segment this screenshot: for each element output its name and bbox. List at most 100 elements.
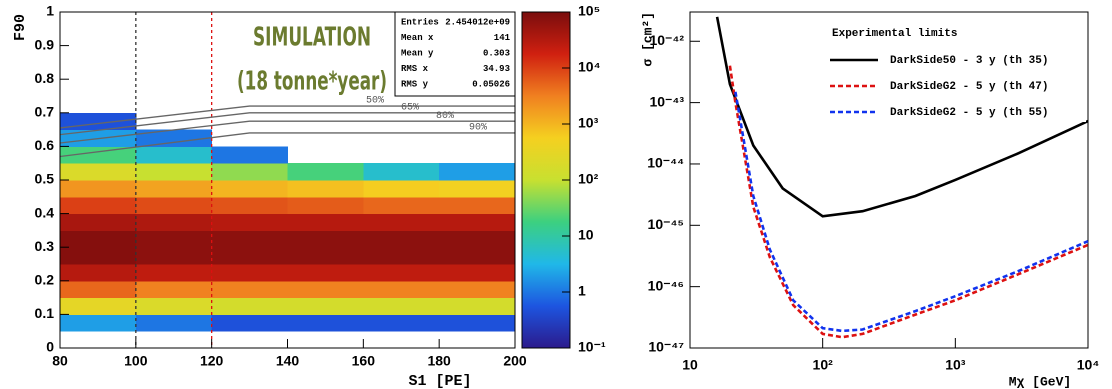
efficiency-label: 90% xyxy=(469,123,487,134)
heat-cell xyxy=(135,280,213,299)
limit-curve xyxy=(734,91,1089,333)
heat-cell xyxy=(363,213,440,231)
heat-cell xyxy=(439,213,516,231)
stats-key: RMS x xyxy=(401,64,429,74)
heat-cell xyxy=(363,163,440,181)
heat-cell xyxy=(60,213,137,231)
y-tick-label: 0.1 xyxy=(35,305,55,321)
heat-cell xyxy=(363,247,440,265)
colorbar-tick-label: 10⁵ xyxy=(578,3,600,19)
heat-cell xyxy=(363,264,440,282)
annotation: (18 tonne*year) xyxy=(237,67,387,97)
legend-label: DarkSideG2 - 5 y (th 47) xyxy=(890,81,1048,93)
heat-cell xyxy=(135,314,213,332)
heat-cell xyxy=(135,297,213,315)
heat-cell xyxy=(287,180,364,198)
y-tick-label: 1 xyxy=(46,3,54,19)
efficiency-label: 50% xyxy=(366,96,384,107)
y-tick-label: 0.6 xyxy=(35,137,55,153)
x-tick-label: 10² xyxy=(813,357,834,373)
heat-cell xyxy=(287,163,364,181)
heat-cell xyxy=(211,163,288,181)
legend-label: DarkSideG2 - 5 y (th 55) xyxy=(890,107,1048,119)
heat-cell xyxy=(439,297,516,315)
heat-cell xyxy=(211,146,288,164)
stats-value: 0.303 xyxy=(483,48,510,58)
heat-cell xyxy=(211,314,288,332)
y-axis-label: F90 xyxy=(12,14,29,41)
heat-cell xyxy=(287,264,364,282)
stats-box xyxy=(394,11,516,97)
heat-cell xyxy=(287,247,364,265)
heat-cell xyxy=(60,297,137,315)
heat-cell xyxy=(211,247,288,265)
x-axis-label: S1 [PE] xyxy=(408,373,471,389)
y-tick-label: 10⁻⁴⁷ xyxy=(648,339,684,355)
y-tick-label: 0.3 xyxy=(35,238,55,254)
heat-cell xyxy=(135,247,213,265)
heat-cell xyxy=(439,264,516,282)
heat-cell xyxy=(60,180,137,198)
heat-cell xyxy=(60,163,137,181)
stats-key: RMS y xyxy=(401,79,429,89)
heat-cell xyxy=(135,230,213,248)
heat-cell xyxy=(439,196,516,215)
x-tick-label: 100 xyxy=(124,353,148,369)
heat-cell xyxy=(287,297,364,315)
heat-cell xyxy=(135,129,213,147)
colorbar-tick-label: 10² xyxy=(578,171,599,187)
heat-cell xyxy=(211,280,288,299)
legend-box xyxy=(818,18,1086,122)
heat-cell xyxy=(211,180,288,198)
heat-cell xyxy=(60,264,137,282)
heat-cell xyxy=(211,213,288,231)
limit-curve xyxy=(715,16,1089,218)
x-tick-label: 10³ xyxy=(945,357,966,373)
y-tick-label: 0.2 xyxy=(35,272,55,288)
y-tick-label: 10⁻⁴⁴ xyxy=(647,155,684,171)
x-tick-label: 140 xyxy=(276,353,300,369)
y-tick-label: 0.4 xyxy=(35,204,55,220)
y-tick-label: 0 xyxy=(46,339,54,355)
x-tick-label: 10⁴ xyxy=(1077,357,1100,373)
legend-title: Experimental limits xyxy=(832,28,957,40)
heat-cell xyxy=(135,213,213,231)
x-tick-label: 180 xyxy=(427,353,451,369)
heat-cell xyxy=(211,196,288,215)
x-tick-label: 160 xyxy=(352,353,376,369)
heat-cell xyxy=(211,230,288,248)
colorbar-tick-label: 10³ xyxy=(578,115,599,131)
heat-cell xyxy=(363,180,440,198)
colorbar-tick-label: 10 xyxy=(578,227,594,243)
efficiency-line xyxy=(59,112,515,136)
y-tick-label: 0.7 xyxy=(35,104,55,120)
heat-cell xyxy=(363,314,440,332)
stats-value: 34.93 xyxy=(483,64,510,74)
y-tick-label: 0.9 xyxy=(35,36,55,52)
stats-value: 0.05026 xyxy=(472,79,510,89)
heat-cell xyxy=(287,213,364,231)
heat-cell xyxy=(363,196,440,215)
heat-cell xyxy=(439,314,516,332)
efficiency-line xyxy=(59,105,515,129)
heat-cell xyxy=(135,196,213,215)
stats-value: 141 xyxy=(494,33,511,43)
colorbar-tick-label: 1 xyxy=(578,283,586,299)
efficiency-label: 65% xyxy=(401,102,419,113)
heat-cell xyxy=(60,196,137,215)
efficiency-label: 80% xyxy=(436,111,454,122)
x-tick-label: 120 xyxy=(200,353,224,369)
y-tick-label: 0.5 xyxy=(35,171,55,187)
heat-cell xyxy=(60,247,137,265)
heat-cell xyxy=(135,146,213,164)
annotation: SIMULATION xyxy=(253,23,371,53)
stats-key: Mean y xyxy=(401,48,434,58)
heat-cell xyxy=(135,163,213,181)
efficiency-line xyxy=(59,132,515,158)
heat-cell xyxy=(287,230,364,248)
heat-cell xyxy=(363,230,440,248)
x-tick-label: 10 xyxy=(682,357,698,373)
heat-cell xyxy=(287,196,364,215)
x-axis-label: Mχ [GeV] xyxy=(1009,374,1071,389)
y-tick-label: 10⁻⁴³ xyxy=(649,93,684,109)
